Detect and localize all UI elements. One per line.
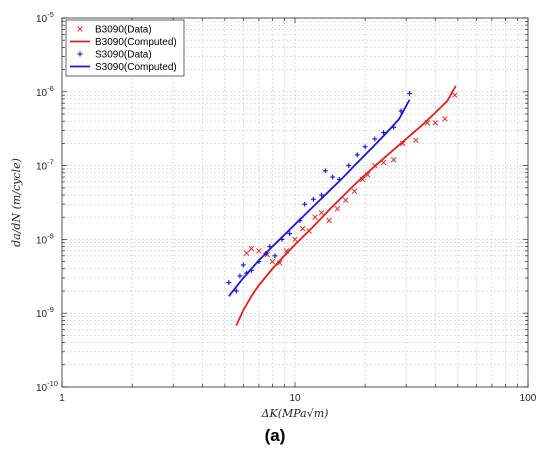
legend-label: B3090(Data) [95,25,152,36]
plus-marker [322,168,328,174]
x-marker [326,217,332,224]
x-marker [442,116,448,122]
legend-label: S3090(Computed) [95,62,177,73]
y-tick-label: 10-10 [36,379,58,394]
series-1 [243,92,458,266]
plus-marker [407,91,412,96]
x-marker [312,214,318,220]
plus-marker [226,280,232,285]
plus-marker [233,288,239,294]
x-marker [292,236,298,243]
legend: B3090(Data)B3090(Computed) S3090(Data)S30… [65,19,185,77]
x-tick-label: 10 [289,393,301,404]
legend-x-swatch [77,26,83,32]
y-axis-label: da/dN (m/cycle) [10,158,23,247]
plus-marker [372,136,378,142]
panel-label: (a) [264,426,286,445]
x-marker [342,197,349,203]
series-4 [228,99,411,297]
plus-marker [362,144,368,150]
x-marker [390,157,397,163]
x-marker [351,188,358,194]
x-marker [452,92,458,98]
legend-plus-swatch [77,51,83,57]
x-marker [334,206,341,212]
x-axis-label: ΔK(MPa√m) [261,407,329,420]
x-marker [413,137,419,144]
plus-marker [346,163,352,168]
legend-label: B3090(Computed) [95,37,177,48]
y-tick-label: 10-7 [36,158,54,173]
plus-marker [302,201,308,207]
y-tick-label: 10-9 [36,305,54,320]
x-marker [269,258,276,265]
plus-marker [237,273,243,279]
y-tick-label: 10-6 [36,84,54,99]
plus-marker [272,253,278,259]
x-tick-label: 100 [520,393,537,404]
x-marker [399,140,406,147]
plus-marker [240,262,246,268]
x-marker [243,250,250,256]
plus-marker [319,192,324,198]
legend-label: S3090(Data) [95,50,152,61]
plus-marker [354,152,360,158]
y-tick-label: 10-8 [36,231,54,246]
grid [62,18,528,387]
plus-marker [381,130,386,135]
x-marker [256,248,262,254]
series-2 [235,85,457,326]
x-marker [432,120,439,126]
axis-ticks [61,17,529,388]
plus-marker [330,174,335,180]
y-tick-label: 10-5 [36,10,54,25]
x-marker [300,225,306,232]
series-line [235,85,457,326]
plus-marker [287,231,293,236]
x-marker [318,209,325,216]
x-tick-label: 1 [59,393,65,404]
plus-marker [311,196,316,202]
x-marker [248,245,255,252]
series-line [228,99,411,297]
